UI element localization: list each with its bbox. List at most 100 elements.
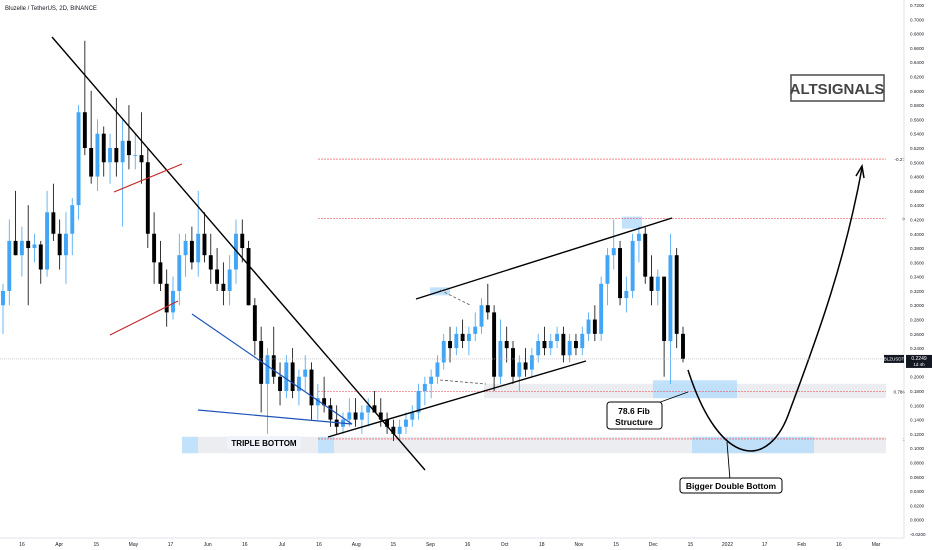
- candle: [662, 276, 667, 377]
- candle: [76, 105, 81, 220]
- candle-body: [454, 333, 459, 349]
- svg-text:TRIPLE BOTTOM: TRIPLE BOTTOM: [231, 439, 297, 448]
- x-tick-label: 16: [242, 542, 248, 548]
- candle: [32, 233, 37, 263]
- candle: [240, 219, 245, 263]
- candle-body: [517, 362, 522, 377]
- candle: [511, 340, 515, 384]
- x-tick-label: Feb: [797, 542, 806, 548]
- candle-body: [586, 319, 591, 334]
- candle-body: [592, 319, 597, 334]
- candle: [108, 133, 112, 184]
- candle: [668, 233, 673, 384]
- candle: [385, 412, 390, 434]
- y-tick-label: 0.0600: [910, 475, 924, 480]
- y-tick-label: 0.2000: [910, 375, 924, 380]
- svg-text:Structure: Structure: [615, 417, 653, 427]
- candle: [234, 219, 238, 284]
- candle-body: [271, 355, 276, 377]
- candle-body: [542, 340, 547, 349]
- candle-body: [296, 376, 301, 392]
- x-tick-label: Apr: [55, 542, 63, 548]
- y-tick-label: 0.5400: [910, 132, 924, 137]
- candle: [38, 240, 43, 284]
- candle-body: [13, 240, 18, 256]
- candle: [202, 212, 207, 263]
- candle-body: [347, 412, 352, 420]
- candle: [567, 333, 572, 363]
- y-tick-label: 0.7000: [910, 17, 924, 22]
- candle-body: [208, 255, 213, 270]
- candle-body: [95, 133, 100, 177]
- symbol-title: Bluzelle / TetherUS, 2D, BINANCE: [5, 6, 97, 12]
- svg-text:Bigger Double Bottom: Bigger Double Bottom: [686, 481, 777, 491]
- y-tick-label: 0.7200: [910, 3, 924, 8]
- candle: [1, 283, 5, 334]
- y-tick-label: 0.6800: [910, 32, 924, 37]
- candle: [605, 248, 610, 306]
- candle: [284, 355, 289, 399]
- x-tick-label: Jul: [279, 542, 285, 548]
- time-axis[interactable]: 16 Apr 15 May 17 Jun 16 Jul 16 Aug 15 Sep 16 Oct 18 Nov…: [19, 542, 880, 548]
- candle-body: [422, 383, 427, 392]
- candle: [152, 212, 157, 284]
- candle: [315, 383, 320, 420]
- candle-body: [485, 305, 490, 313]
- candle: [45, 190, 50, 277]
- candle: [586, 312, 591, 341]
- candle-body: [448, 340, 452, 349]
- x-tick-label: Mar: [872, 542, 881, 548]
- candle: [655, 269, 660, 306]
- candle-body: [82, 112, 87, 148]
- candle-body: [108, 147, 112, 163]
- candle: [26, 205, 31, 306]
- y-tick-label: 0.1000: [910, 446, 924, 451]
- candle-body: [372, 405, 377, 413]
- candle: [51, 183, 56, 241]
- candle-body: [265, 355, 270, 384]
- candle: [448, 326, 452, 363]
- candle-body: [580, 333, 585, 349]
- candle-body: [177, 255, 182, 291]
- candle-body: [649, 276, 654, 291]
- candle: [82, 40, 87, 156]
- blue-zone: [318, 436, 334, 454]
- current-price-tag: BLZUSDT 0.2249 1d 4h: [884, 354, 932, 368]
- x-tick-label: 16: [465, 542, 471, 548]
- candle-body: [435, 362, 440, 377]
- candle-body: [164, 283, 169, 313]
- candle-body: [309, 369, 314, 406]
- candle: [19, 226, 24, 277]
- candle: [177, 233, 182, 306]
- candle-body: [492, 312, 497, 377]
- candle-body: [227, 269, 232, 291]
- drawings: [51, 36, 865, 481]
- x-tick-label: 15: [688, 542, 694, 548]
- candle-body: [32, 244, 37, 249]
- candle-body: [416, 391, 421, 413]
- candle: [309, 362, 314, 420]
- candle: [410, 405, 415, 427]
- candle-body: [630, 240, 635, 291]
- y-tick-label: 0.1200: [910, 432, 924, 437]
- x-tick-label: 18: [539, 542, 545, 548]
- candle: [133, 133, 138, 170]
- candle: [189, 226, 194, 270]
- candle: [208, 233, 213, 284]
- y-tick-label: 0.0800: [910, 461, 924, 466]
- candle: [580, 326, 585, 356]
- candle: [366, 398, 371, 427]
- price-axis[interactable]: -0.0200 0.0000 0.0200 0.0400 0.0600 0.0800 0.1…: [910, 3, 926, 537]
- candle: [265, 348, 270, 434]
- candle: [164, 269, 169, 327]
- y-tick-label: 0.2800: [910, 318, 924, 323]
- candle: [57, 219, 62, 270]
- x-tick-label: 15: [391, 542, 397, 548]
- x-tick-label: 15: [613, 542, 619, 548]
- candle: [290, 348, 295, 399]
- candle: [542, 326, 547, 356]
- candle-body: [618, 248, 622, 299]
- candle: [215, 248, 220, 291]
- candle-body: [19, 240, 24, 256]
